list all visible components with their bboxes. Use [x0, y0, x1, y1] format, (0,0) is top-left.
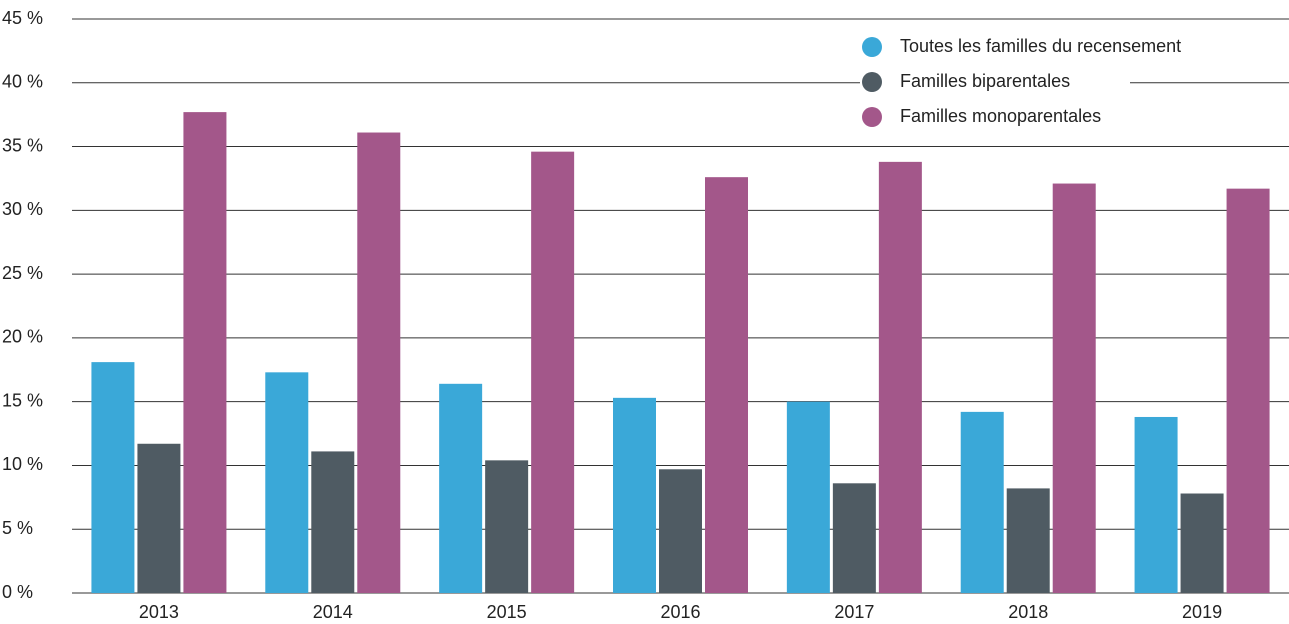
bar — [705, 177, 748, 593]
y-tick-label: 35 % — [2, 135, 43, 155]
bar — [265, 372, 309, 593]
bar — [786, 401, 830, 593]
bar — [1180, 493, 1224, 593]
x-tick-label: 2014 — [313, 602, 353, 622]
bar — [485, 460, 529, 593]
y-tick-label: 0 % — [2, 582, 33, 602]
x-tick-label: 2013 — [139, 602, 179, 622]
legend-swatch — [862, 37, 882, 57]
bar — [137, 443, 181, 593]
x-tick-label: 2016 — [660, 602, 700, 622]
y-tick-label: 30 % — [2, 199, 43, 219]
y-tick-label: 15 % — [2, 390, 43, 410]
x-tick-label: 2015 — [487, 602, 527, 622]
bar — [91, 362, 135, 593]
y-tick-label: 10 % — [2, 454, 43, 474]
x-tick-label: 2019 — [1182, 602, 1222, 622]
bar — [1052, 183, 1096, 593]
bar — [183, 112, 227, 594]
bar — [613, 397, 656, 593]
x-tick-label: 2018 — [1008, 602, 1048, 622]
x-tick-label: 2017 — [834, 602, 874, 622]
legend-label: Familles monoparentales — [900, 106, 1101, 126]
legend-swatch — [862, 107, 882, 127]
bar — [960, 411, 1004, 593]
bar — [832, 483, 876, 593]
y-tick-label: 25 % — [2, 263, 43, 283]
bar — [659, 469, 702, 593]
y-tick-label: 20 % — [2, 327, 43, 347]
bar — [439, 383, 483, 593]
legend-label: Toutes les familles du recensement — [900, 36, 1181, 56]
bar — [531, 151, 575, 593]
y-tick-label: 45 % — [2, 8, 43, 28]
bar — [878, 161, 922, 593]
bar — [357, 132, 401, 593]
bar — [1226, 188, 1270, 593]
legend-swatch — [862, 72, 882, 92]
bar — [1134, 416, 1178, 593]
legend-background — [860, 30, 1130, 136]
legend-label: Familles biparentales — [900, 71, 1070, 91]
bar — [311, 451, 355, 593]
y-tick-label: 5 % — [2, 518, 33, 538]
y-tick-label: 40 % — [2, 72, 43, 92]
bar — [1006, 488, 1050, 593]
